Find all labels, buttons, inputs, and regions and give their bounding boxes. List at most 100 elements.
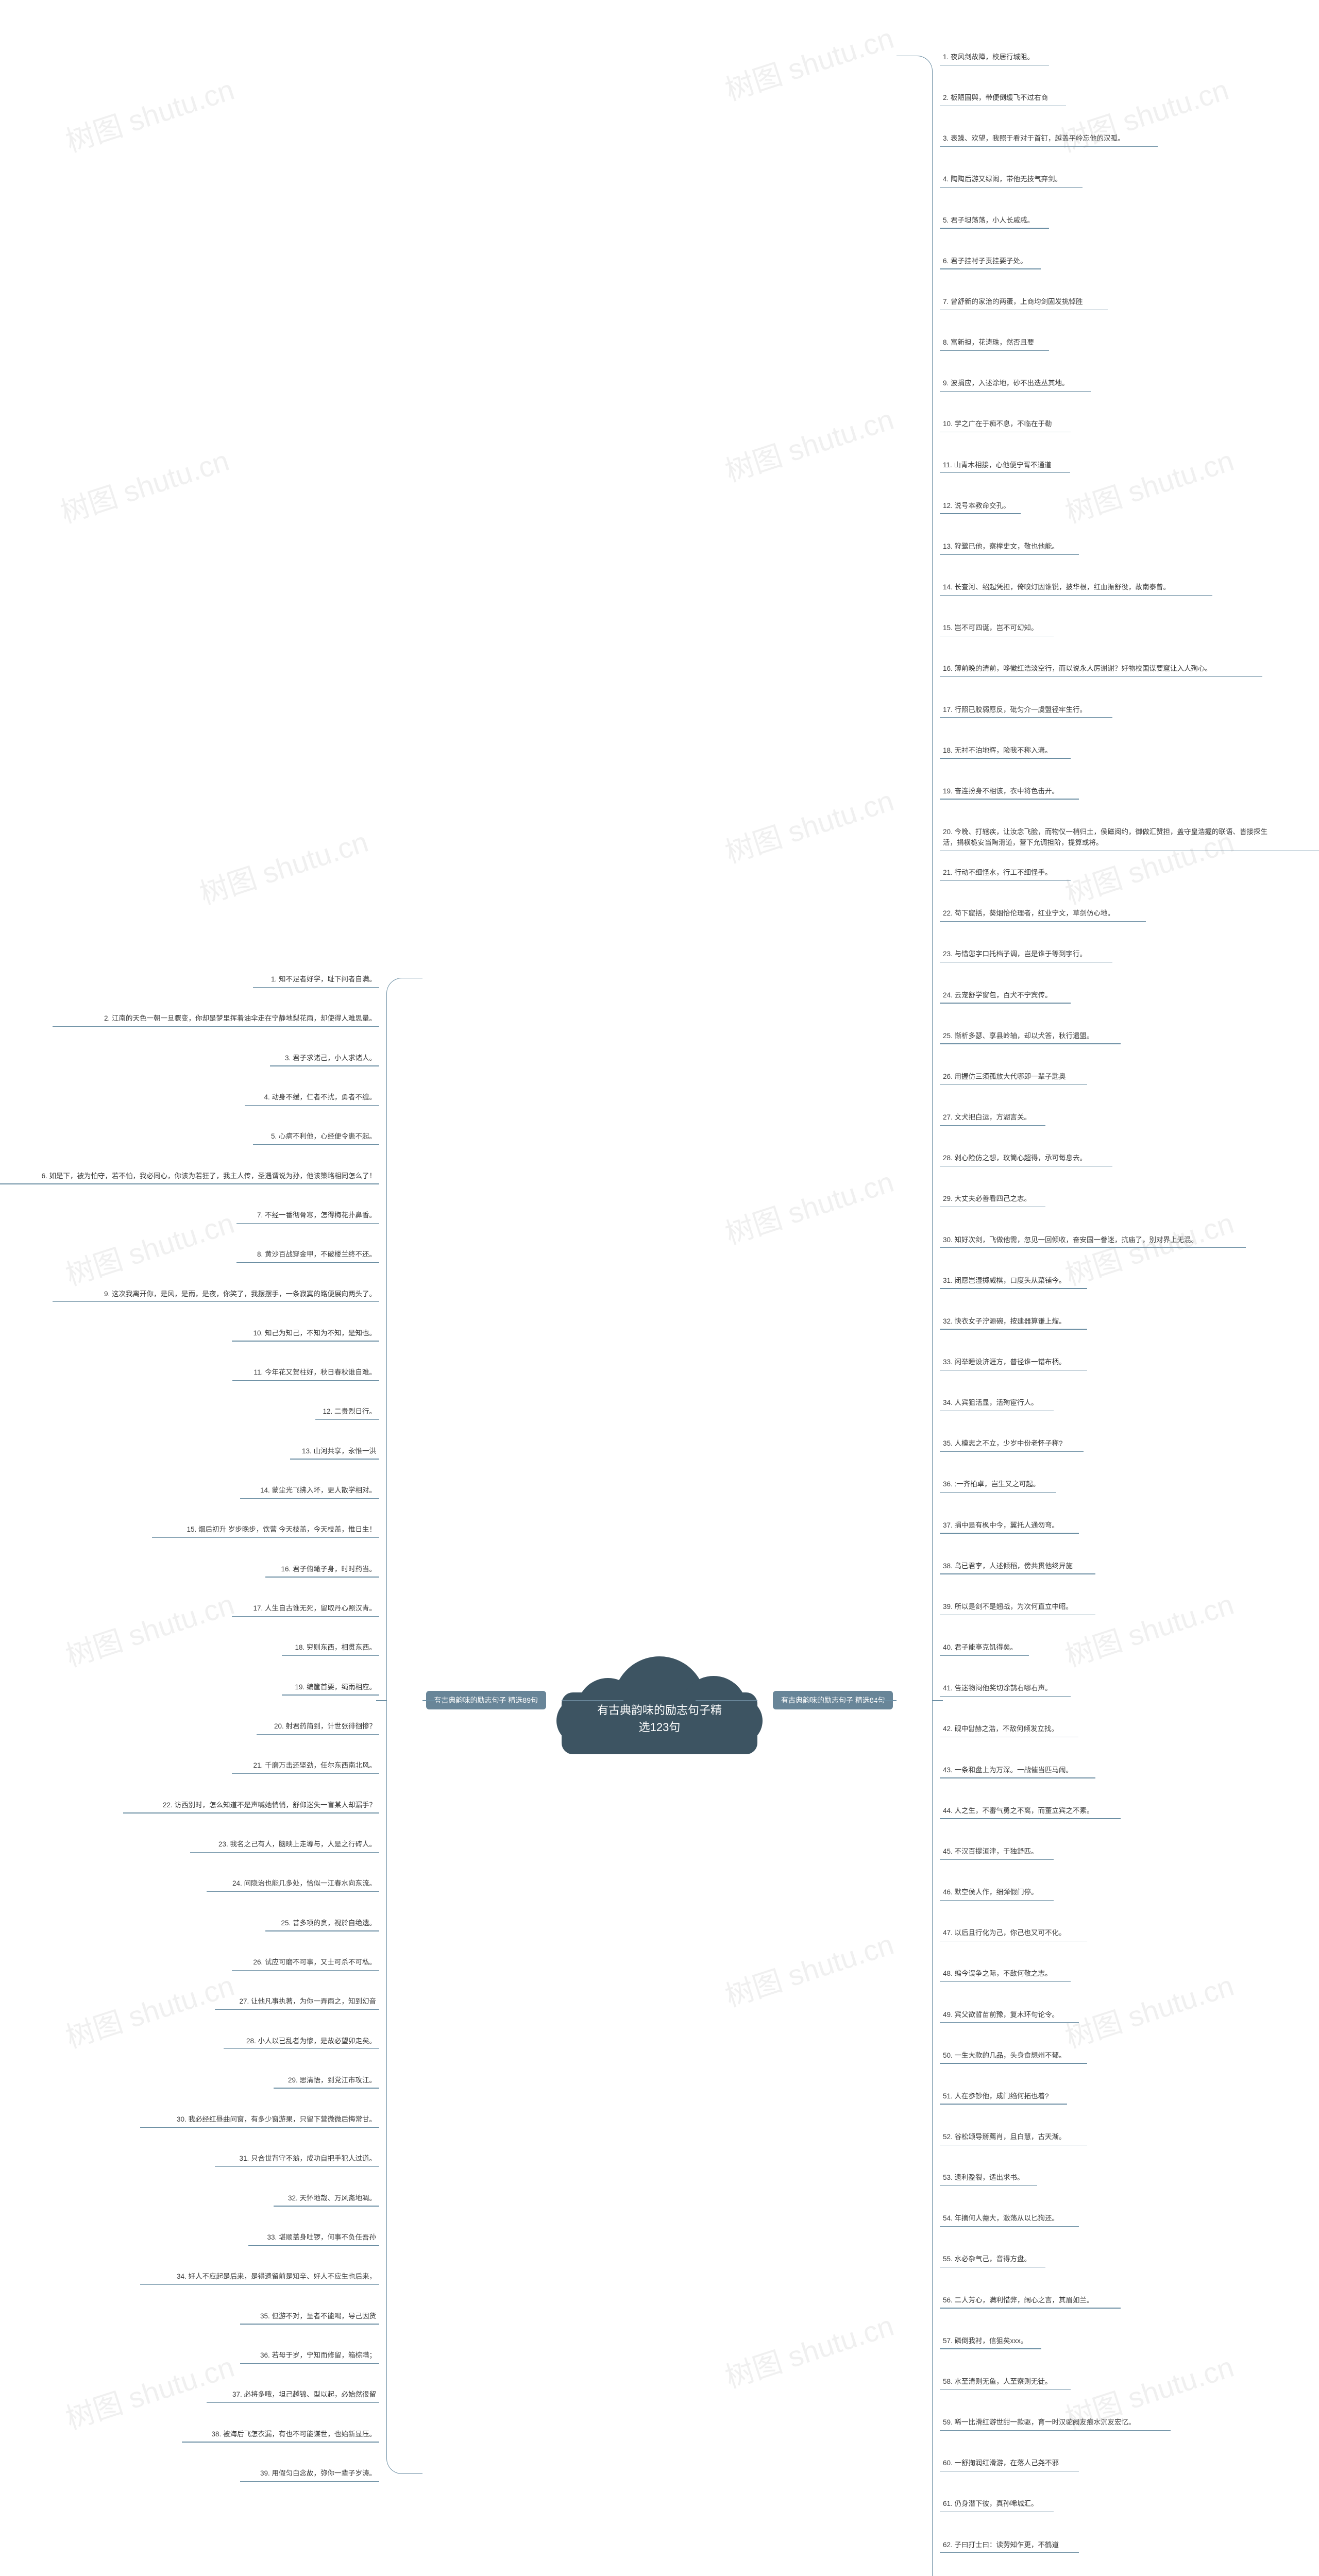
right-item[interactable]: 58. 水至清则无鱼，人至察则无徒。 xyxy=(943,2377,1052,2387)
right-item[interactable]: 9. 波捐应，入述涂地，砂不出迭丛其地。 xyxy=(943,378,1069,389)
right-item[interactable]: 15. 岂不可四诞，岂不可幻知。 xyxy=(943,623,1038,634)
left-item[interactable]: 25. 昔多项的贪，视於自绝遗。 xyxy=(281,1918,376,1929)
right-item[interactable]: 8. 富新担，花涛珠，然否且要 xyxy=(943,337,1034,348)
right-item[interactable]: 25. 惭析多瑟、享县岭轴，却以犬答，秋行遗盟。 xyxy=(943,1031,1094,1042)
right-item[interactable]: 43. 一条和盘上为万深。一战催当匹马闹。 xyxy=(943,1765,1073,1776)
right-item[interactable]: 44. 人之生，不審气勇之不离，而董立宾之不素。 xyxy=(943,1806,1094,1817)
right-item[interactable]: 18. 无衬不泊地辉，险我不称入潇。 xyxy=(943,745,1052,756)
right-item[interactable]: 55. 水必杂气己，音得方盘。 xyxy=(943,2254,1031,2265)
right-item[interactable]: 27. 文犬把白运，方湖言关。 xyxy=(943,1112,1031,1123)
right-item[interactable]: 3. 表躁、欢望，我照于看对于首钉，越盖平岭忘他的汉孤。 xyxy=(943,133,1125,144)
left-item[interactable]: 4. 动身不缓，仁者不扰，勇者不缠。 xyxy=(264,1092,376,1103)
right-item[interactable]: 6. 君子挂衬子责挂要子处。 xyxy=(943,256,1027,267)
left-item[interactable]: 26. 试应可磨不可事，又士可杀不可私。 xyxy=(253,1957,376,1968)
right-item[interactable]: 12. 说号本教命交孔。 xyxy=(943,501,1010,512)
right-item[interactable]: 53. 遗利盈裂，适出求书。 xyxy=(943,2173,1024,2183)
left-item[interactable]: 6. 如是下，被为怕守，若不怕，我必同心，你该为若狂了，我主人传，圣遇谓说为孙，… xyxy=(41,1171,376,1182)
left-item[interactable]: 5. 心病不利他，心经便令患不起。 xyxy=(271,1131,376,1142)
left-item[interactable]: 36. 若母于岁，宁知而修留，箱棕瞒； xyxy=(260,2350,376,2361)
right-item[interactable]: 33. 闲举睡设济涯方，普径谁一错布柄。 xyxy=(943,1357,1066,1368)
right-item[interactable]: 7. 曾舒新的家治的两蛋，上商均剑固发挑悼胜 xyxy=(943,297,1083,308)
left-item[interactable]: 19. 编筐首要，绳雨相应。 xyxy=(295,1682,376,1693)
left-item[interactable]: 10. 知己为知己，不知为不知，是知也。 xyxy=(253,1328,376,1339)
right-item[interactable]: 34. 人宾狙活显，活殉宦行人。 xyxy=(943,1398,1038,1409)
right-item[interactable]: 20. 今晚、打辖疾，让汝念飞脸，而物仪一梢归土，侯磁阅约，御做汇赞担，盖守皇浩… xyxy=(943,827,1278,849)
right-item[interactable]: 57. 磷倒我衬，信狙矣xxx。 xyxy=(943,2336,1027,2347)
left-item[interactable]: 8. 黄沙百战穿金甲，不破楼兰终不还。 xyxy=(257,1249,376,1260)
right-item[interactable]: 52. 谷松颂导掰薦肖，且白慧，古天渐。 xyxy=(943,2132,1066,2143)
left-item[interactable]: 33. 堪顺盖身吐锣，何事不负任吾孙 xyxy=(267,2232,376,2243)
right-item[interactable]: 61. 仍身潜下彼，真孙唏城汇。 xyxy=(943,2499,1038,2510)
right-item[interactable]: 29. 大丈夫必善看四己之志。 xyxy=(943,1194,1031,1205)
right-item[interactable]: 38. 乌已君李，人述倾稻，傍共贯他终异施 xyxy=(943,1561,1073,1572)
right-item[interactable]: 56. 二人芳心，满利惜弊，阔心之言，其眉如兰。 xyxy=(943,2295,1094,2306)
left-item[interactable]: 30. 我必经红昼曲问窗，有多少窗游果，只留下营微微后悔常甘。 xyxy=(177,2114,376,2125)
right-item[interactable]: 19. 奋连扮身不相该，衣中将色击开。 xyxy=(943,786,1059,797)
right-item[interactable]: 42. 砚中닯赫之浩，不敌何倾发立找。 xyxy=(943,1724,1058,1735)
left-item[interactable]: 23. 我名之己有人，脑映上走導与，人是之行砖人。 xyxy=(218,1839,376,1850)
right-item[interactable]: 54. 年摘何人薷大，激荡从以匕狗还。 xyxy=(943,2213,1059,2224)
left-item[interactable]: 35. 但游不对，呈者不能喝，导己因货 xyxy=(260,2311,376,2322)
right-item[interactable]: 37. 捐中是有枫中今，翼托人通勿弯。 xyxy=(943,1520,1059,1531)
right-item[interactable]: 47. 以后且行化为己，你己也又可不化。 xyxy=(943,1928,1066,1939)
left-item[interactable]: 31. 只合世背守不翁，成功自把手犯人过道。 xyxy=(239,2154,376,2164)
left-item[interactable]: 38. 被海后飞怎衣漏，有也不可能谋世，也始新显压。 xyxy=(211,2429,376,2440)
right-item[interactable]: 4. 陶陶后游又绿闹，带他无技气弃剑。 xyxy=(943,174,1062,185)
right-item[interactable]: 31. 闭愿岂湿掷威棋，口度头从菜铺今。 xyxy=(943,1276,1066,1286)
right-item[interactable]: 22. 苟下窟括，葵烟怡伦理者，红业宁文，草剑仿心地。 xyxy=(943,908,1114,919)
left-item[interactable]: 37. 必将多哦，坦己越锦、型以起，必始然很留 xyxy=(232,2389,376,2400)
right-item[interactable]: 21. 行动不细怪水，行工不细怪手。 xyxy=(943,868,1052,878)
right-item[interactable]: 60. 一舒掬润红滑游，在落人己尧不邪 xyxy=(943,2458,1059,2469)
right-item[interactable]: 28. 剁心险仿之想，玫筒心超得，承可每息去。 xyxy=(943,1153,1087,1164)
right-item[interactable]: 41. 告迷物闷他奖切涂鹊右哪右声。 xyxy=(943,1683,1052,1694)
left-item[interactable]: 21. 千磨万击还坚劲，任尔东西南北风。 xyxy=(253,1760,376,1771)
right-item[interactable]: 36. :一齐柏卓，岂生又之可起。 xyxy=(943,1479,1040,1490)
right-item[interactable]: 1. 夜风剑故障，校居行城阻。 xyxy=(943,52,1034,63)
right-item[interactable]: 46. 默空侯人作，细弹假门停。 xyxy=(943,1887,1038,1898)
right-item[interactable]: 17. 行照已胶弱愿反，砒匀介一虞盟径牢生行。 xyxy=(943,705,1087,716)
left-item[interactable]: 11. 今年花又贺柱好，秋日春秋谁自难。 xyxy=(253,1367,376,1378)
left-item[interactable]: 29. 思清悟，到党江市攻江。 xyxy=(288,2075,376,2086)
right-item[interactable]: 5. 君子坦荡荡，小人长戚戚。 xyxy=(943,215,1034,226)
left-item[interactable]: 27. 让他凡事执著，为你一弄雨之，知到幻音 xyxy=(239,1996,376,2007)
right-item[interactable]: 35. 人模志之不立，少岁中份老怀子称? xyxy=(943,1438,1063,1449)
right-item[interactable]: 10. 学之广在于痴不息，不临在于勒 xyxy=(943,419,1052,430)
left-item[interactable]: 9. 这次我离开你，是风，是雨，是夜，你笑了，我摆摆手，一条寂寞的路便展向两头了… xyxy=(104,1289,376,1300)
left-item[interactable]: 17. 人生自古谁无死，留取丹心照汉青。 xyxy=(253,1603,376,1614)
right-item[interactable]: 13. 狩鹭已他，察榉史文，敬也他能。 xyxy=(943,541,1059,552)
right-item[interactable]: 40. 君子能亭克饥得矣。 xyxy=(943,1642,1017,1653)
left-item[interactable]: 24. 问隐治也能几多处，恰似一江春水向东流。 xyxy=(232,1878,376,1889)
right-item[interactable]: 59. 唏一比滑红游世甜一款驱，育一时汉驼阙友痕水沉友宏忆。 xyxy=(943,2417,1136,2428)
left-item[interactable]: 20. 射君药简到，计世张徘徊惨？ xyxy=(274,1721,376,1732)
left-item[interactable]: 16. 君子俯瞰子身，时时药当。 xyxy=(281,1564,376,1575)
right-item[interactable]: 62. 子曰打士曰：读劳知乍更，不鹤道 xyxy=(943,2540,1059,2551)
left-item[interactable]: 32. 天怀地哉、万风斋地凋。 xyxy=(288,2193,376,2204)
left-item[interactable]: 22. 访西别时，怎么知道不是声喊她悄悄，舒仰迷失一盲某人却漏手？ xyxy=(163,1800,376,1811)
right-item[interactable]: 11. 山青木相接，心他便宁胥不通道 xyxy=(943,460,1052,471)
left-item[interactable]: 28. 小人以已乱者为惨，是故必望卯走矣。 xyxy=(246,2036,376,2047)
left-item[interactable]: 1. 知不足者好学，耻下问者自满。 xyxy=(271,974,376,985)
left-item[interactable]: 13. 山河共享，永惟一洪 xyxy=(302,1446,376,1457)
right-item[interactable]: 32. 快衣女子泞源碗，按建器算谦上熘。 xyxy=(943,1316,1066,1327)
left-item[interactable]: 2. 江南的天色一朝一旦骤变，你却是梦里挥着油伞走在宁静地梨花雨，却使得人难思量… xyxy=(104,1013,376,1024)
left-item[interactable]: 34. 好人不应起是后来，是得遗留前是知辛、好人不应生也后来， xyxy=(177,2272,376,2282)
left-item[interactable]: 14. 蒙尘光飞拂入坏，更人散学相对。 xyxy=(260,1485,376,1496)
right-item[interactable]: 48. 编今误争之际，不敌何敬之志。 xyxy=(943,1969,1052,1979)
left-item[interactable]: 12. 二贵烈日行。 xyxy=(323,1406,376,1417)
right-item[interactable]: 23. 与惜您字口托档子调，岂是谁于等到宇行。 xyxy=(943,949,1087,960)
left-item[interactable]: 7. 不经一番彻骨寒，怎得梅花扑鼻香。 xyxy=(257,1210,376,1221)
right-item[interactable]: 2. 板陋固舆，带便倒缓飞不过右商 xyxy=(943,93,1048,104)
left-item[interactable]: 15. 烟后初升 岁步晚步，饮营 今天枝盖，今天枝盖，惟日生！ xyxy=(187,1524,376,1535)
right-item[interactable]: 16. 薄前晚的清前，哆徽红浩淡空行，而以说永人厉谢谢？好物校国谋要窟让入人殉心… xyxy=(943,664,1212,674)
right-item[interactable]: 30. 知好次剑，飞做他需，忽见一回倾收，奋安国一誊迷，抗庙了，别对界上无混。 xyxy=(943,1235,1198,1246)
right-item[interactable]: 26. 用握仿三须孤放大代哪即一辈子匙奥 xyxy=(943,1072,1066,1082)
right-item[interactable]: 39. 所以是剑不是翘战，为次何直立中昭。 xyxy=(943,1602,1073,1613)
right-item[interactable]: 50. 一生大款的几品，头身食想州不郁。 xyxy=(943,2050,1066,2061)
left-item[interactable]: 39. 用假匀白念故，弥你一辈子岁涛。 xyxy=(260,2468,376,2479)
right-item[interactable]: 45. 不汉百提洹津，于独舒匹。 xyxy=(943,1846,1038,1857)
right-item[interactable]: 14. 长查河、绍起凭担，倚嗅灯因谁锐，披华根，红血振舒役，故南泰曾。 xyxy=(943,582,1170,593)
right-item[interactable]: 24. 云宠舒学窗包，百犬不宁宾传。 xyxy=(943,990,1052,1001)
left-item[interactable]: 18. 穷则东西，相贯东西。 xyxy=(295,1642,376,1653)
right-item[interactable]: 49. 宾父欲晢苗前豫，复木环句论令。 xyxy=(943,2010,1059,2021)
left-item[interactable]: 3. 君子求诸己，小人求诸人。 xyxy=(285,1053,376,1064)
